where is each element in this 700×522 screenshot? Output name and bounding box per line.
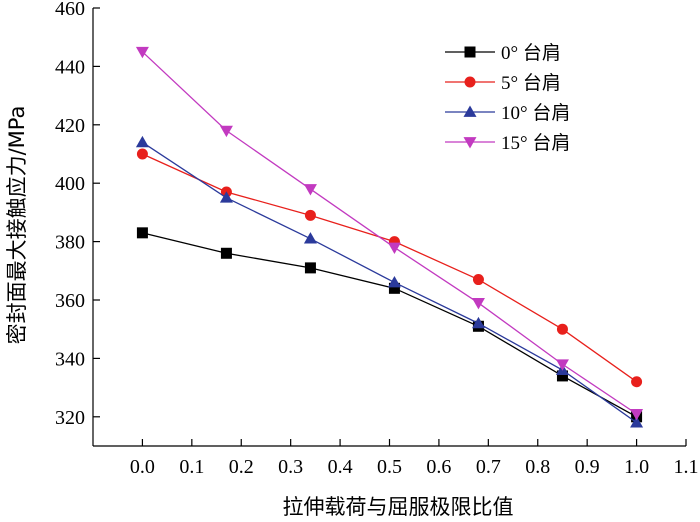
x-tick-label: 0.7 <box>476 456 501 478</box>
x-axis-title: 拉伸载荷与屈服极限比值 <box>283 495 514 519</box>
x-tick-label: 1.0 <box>624 456 649 478</box>
x-tick-label: 0.6 <box>426 456 451 478</box>
data-point <box>304 262 316 274</box>
legend-label: 5° 台肩 <box>501 72 561 94</box>
data-point <box>136 227 148 239</box>
series-line <box>142 153 637 383</box>
data-point <box>219 125 233 138</box>
y-tick-label: 400 <box>55 173 85 195</box>
x-tick-label: 0.5 <box>377 456 402 478</box>
data-point <box>220 247 232 259</box>
legend-marker <box>464 46 476 58</box>
x-tick-label: 0.3 <box>278 456 303 478</box>
chart-axes <box>92 8 686 447</box>
data-point <box>555 359 569 371</box>
data-point <box>387 275 401 288</box>
data-point <box>219 191 233 203</box>
data-point <box>303 232 317 244</box>
series-2 <box>135 135 644 428</box>
legend-marker <box>463 105 477 117</box>
series-3 <box>135 46 644 421</box>
data-point <box>303 184 317 196</box>
legend-item: 5° 台肩 <box>445 72 561 94</box>
y-tick-label: 380 <box>55 232 85 254</box>
chart-series <box>135 46 644 428</box>
y-axis-title: 密封面最大接触应力/MPa <box>5 106 29 345</box>
data-point <box>304 209 316 221</box>
data-point <box>135 135 149 148</box>
y-tick-label: 440 <box>55 56 85 78</box>
legend-marker <box>463 137 477 149</box>
y-tick-label: 420 <box>55 115 85 137</box>
x-tick-label: 0.2 <box>229 456 254 478</box>
data-point <box>471 298 485 310</box>
data-point <box>556 323 568 335</box>
legend-item: 10° 台肩 <box>445 102 570 124</box>
chart-legend: 0° 台肩 5° 台肩 10° 台肩 15° 台肩 <box>445 42 570 154</box>
chart-ticks: 0.0 0.1 0.2 0.3 0.4 0.5 0.6 0.7 0.8 0.9 1.0 1.1 320 3… <box>55 0 699 478</box>
legend-marker <box>464 76 476 88</box>
y-tick-label: 460 <box>55 0 85 20</box>
x-tick-label: 0.1 <box>179 456 204 478</box>
data-point <box>471 316 485 329</box>
data-point <box>135 46 149 59</box>
data-point <box>388 282 400 294</box>
data-point <box>631 376 643 388</box>
series-1 <box>136 148 643 388</box>
x-tick-label: 0.8 <box>525 456 550 478</box>
data-point <box>472 274 484 286</box>
y-tick-label: 340 <box>55 348 85 370</box>
data-point <box>630 416 644 428</box>
y-tick-label: 320 <box>55 407 85 429</box>
x-tick-label: 0.0 <box>130 456 155 478</box>
legend-item: 15° 台肩 <box>445 132 570 154</box>
data-point <box>630 409 644 421</box>
series-0 <box>136 227 643 423</box>
legend-label: 0° 台肩 <box>501 42 561 64</box>
x-tick-label: 0.4 <box>328 456 353 478</box>
x-tick-label: 1.1 <box>674 456 699 478</box>
legend-item: 0° 台肩 <box>445 42 561 64</box>
y-tick-label: 360 <box>55 290 85 312</box>
x-tick-label: 0.9 <box>575 456 600 478</box>
data-point <box>387 242 401 254</box>
data-point <box>136 148 148 160</box>
legend-label: 15° 台肩 <box>501 132 570 154</box>
data-point <box>556 370 568 382</box>
legend-label: 10° 台肩 <box>501 102 570 124</box>
